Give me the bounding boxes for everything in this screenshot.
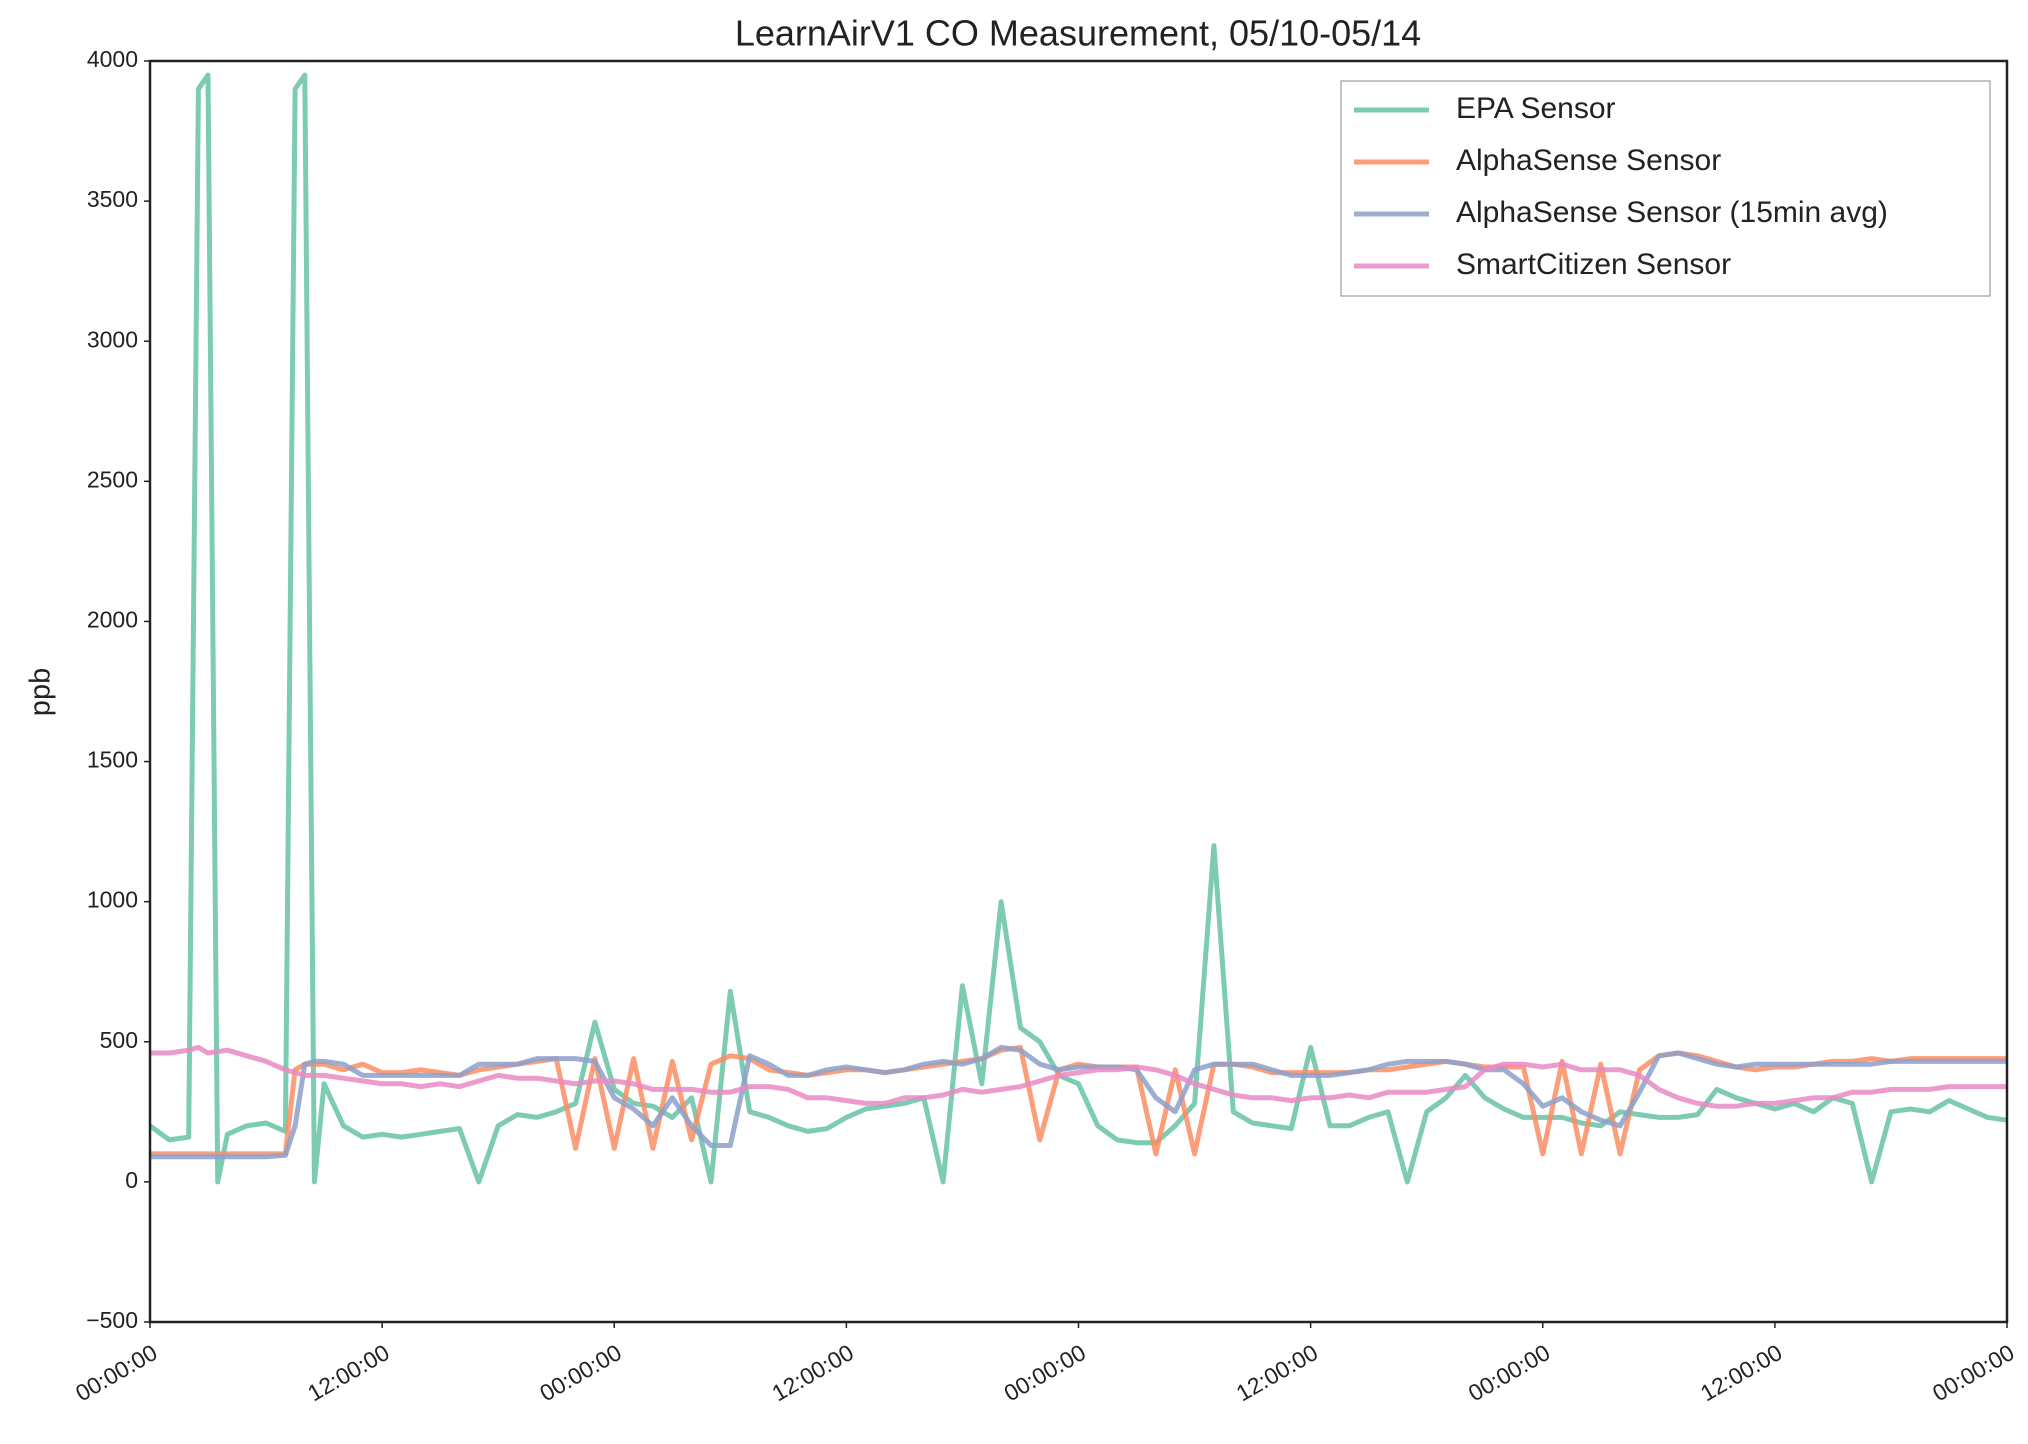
y-tick-label: −500 xyxy=(86,1307,138,1333)
series-line xyxy=(150,1044,2007,1109)
legend-label: AlphaSense Sensor xyxy=(1456,144,1721,177)
series-line xyxy=(150,1044,2007,1160)
legend-label: SmartCitizen Sensor xyxy=(1456,248,1731,281)
series-line xyxy=(148,72,2008,1185)
plot-area xyxy=(148,72,2008,1185)
y-tick-label: 2500 xyxy=(87,466,138,492)
legend-box xyxy=(1340,80,1991,297)
y-tick-label: 1500 xyxy=(87,747,138,773)
y-tick-label: 3500 xyxy=(87,186,138,212)
legend-label: EPA Sensor xyxy=(1456,92,1616,125)
y-axis-label: ppb xyxy=(25,668,57,716)
y-tick-label: 500 xyxy=(100,1027,138,1053)
y-tick-label: 2000 xyxy=(87,607,138,633)
legend-label: AlphaSense Sensor (15min avg) xyxy=(1456,196,1888,229)
y-tick-label: 1000 xyxy=(87,887,138,913)
y-tick-label: 0 xyxy=(125,1167,138,1193)
y-tick-label: 4000 xyxy=(87,46,138,72)
y-tick-label: 3000 xyxy=(87,326,138,352)
plot-frame xyxy=(148,59,2009,1324)
chart-title: LearnAirV1 CO Measurement, 05/10-05/14 xyxy=(735,13,1421,54)
